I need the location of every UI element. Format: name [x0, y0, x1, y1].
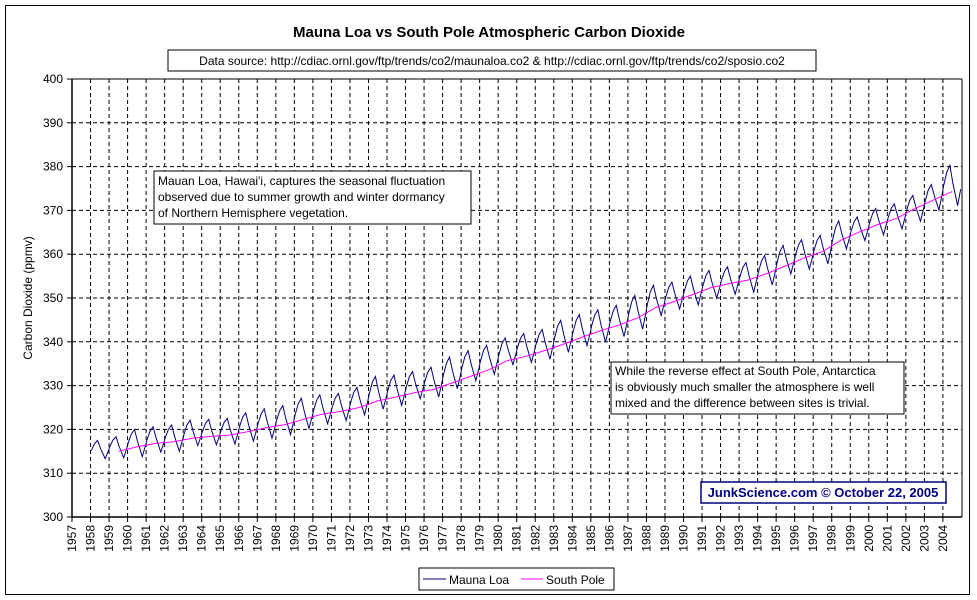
y-tick-label: 390 [43, 116, 63, 130]
x-tick-label: 1975 [399, 525, 413, 552]
annotation-south-pole-line-3: mixed and the difference between sites i… [615, 396, 870, 410]
x-tick-label: 1968 [269, 525, 283, 552]
x-tick-label: 1973 [361, 525, 375, 552]
x-tick-labels: 1957 1958 1959 1960 1961 1962 1963 1964 1965 1966… [65, 525, 950, 552]
series-line-mauna-loa [90, 163, 962, 460]
x-tick-label: 1958 [84, 525, 98, 552]
x-tick-label: 1957 [65, 525, 79, 552]
x-tick-label: 1969 [287, 525, 301, 552]
y-tick-label: 380 [43, 160, 63, 174]
annotation-south-pole: While the reverse effect at South Pole, … [610, 361, 905, 415]
x-tick-label: 1980 [491, 525, 505, 552]
x-tick-label: 1984 [565, 525, 579, 552]
y-tick-label: 400 [43, 72, 63, 86]
annotation-south-pole-line-1: While the reverse effect at South Pole, … [615, 364, 876, 378]
x-tick-label: 1965 [213, 525, 227, 552]
svg-text:Mauan Loa, Hawai'i, captures t: Mauan Loa, Hawai'i, captures the seasona… [158, 174, 448, 220]
chart-title: Mauna Loa vs South Pole Atmospheric Carb… [293, 24, 685, 41]
credit-box: JunkScience.com © October 22, 2005 [700, 481, 947, 504]
x-tick-label: 1994 [751, 525, 765, 552]
x-tick-label: 1982 [528, 525, 542, 552]
x-tick-label: 1966 [232, 525, 246, 552]
y-tick-label: 330 [43, 379, 63, 393]
x-tick-label: 1981 [510, 525, 524, 552]
y-tick-label: 310 [43, 466, 63, 480]
x-tick-label: 1993 [732, 525, 746, 552]
axes [67, 78, 963, 522]
x-tick-label: 1963 [176, 525, 190, 552]
x-tick-label: 1960 [121, 525, 135, 552]
y-tick-label: 350 [43, 291, 63, 305]
x-tick-label: 1959 [102, 525, 116, 552]
chart-frame [5, 5, 970, 595]
x-tick-label: 1961 [139, 525, 153, 552]
x-tick-label: 1970 [306, 525, 320, 552]
x-tick-label: 1987 [621, 525, 635, 552]
source-note: Data source: http://cdiac.ornl.gov/ftp/t… [199, 54, 785, 68]
x-tick-label: 1990 [676, 525, 690, 552]
x-tick-label: 1991 [695, 525, 709, 552]
legend-label-mauna-loa: Mauna Loa [449, 573, 509, 587]
annotation-mauna-loa: Mauan Loa, Hawai'i, captures the seasona… [153, 170, 472, 225]
credit-text: JunkScience.com © October 22, 2005 [708, 485, 939, 500]
x-tick-label: 1971 [324, 525, 338, 552]
x-tick-label: 1989 [658, 525, 672, 552]
x-tick-label: 1988 [639, 525, 653, 552]
x-tick-label: 1972 [343, 525, 357, 552]
x-tick-label: 2002 [899, 525, 913, 552]
grid-lines [72, 79, 962, 517]
series-line-south-pole [118, 191, 953, 452]
x-tick-label: 1978 [454, 525, 468, 552]
legend: Mauna Loa South Pole [418, 567, 615, 591]
source-note-box: Data source: http://cdiac.ornl.gov/ftp/t… [167, 49, 817, 72]
x-tick-label: 1976 [417, 525, 431, 552]
y-tick-label: 370 [43, 203, 63, 217]
x-tick-label: 1996 [788, 525, 802, 552]
annotation-mauna-loa-line-1: Mauan Loa, Hawai'i, captures the seasona… [158, 174, 445, 188]
x-tick-label: 2004 [936, 525, 950, 552]
x-tick-label: 1967 [250, 525, 264, 552]
x-tick-label: 1983 [547, 525, 561, 552]
svg-text:While the reverse effect at So: While the reverse effect at South Pole, … [615, 364, 879, 410]
x-tick-label: 1985 [584, 525, 598, 552]
x-tick-label: 1995 [769, 525, 783, 552]
x-tick-label: 1964 [195, 525, 209, 552]
x-tick-label: 1979 [473, 525, 487, 552]
x-tick-label: 2000 [862, 525, 876, 552]
x-tick-label: 1986 [602, 525, 616, 552]
y-axis-label: Carbon Dioxide (ppmv) [21, 236, 35, 359]
y-tick-label: 300 [43, 510, 63, 524]
x-tick-label: 1998 [825, 525, 839, 552]
x-tick-label: 1977 [436, 525, 450, 552]
series-lines [90, 163, 962, 460]
annotation-south-pole-line-2: is obviously much smaller the atmosphere… [615, 380, 874, 394]
y-tick-label: 320 [43, 422, 63, 436]
x-tick-label: 1999 [843, 525, 857, 552]
annotation-mauna-loa-line-3: of Northern Hemisphere vegetation. [158, 206, 348, 220]
x-tick-label: 1962 [158, 525, 172, 552]
x-tick-label: 1974 [380, 525, 394, 552]
annotation-mauna-loa-line-2: observed due to summer growth and winter… [158, 190, 445, 204]
y-tick-labels: 300 310 320 330 340 350 360 370 380 390 400 [43, 72, 63, 524]
legend-label-south-pole: South Pole [546, 573, 605, 587]
x-tick-label: 1992 [714, 525, 728, 552]
x-tick-label: 2001 [880, 525, 894, 552]
x-tick-label: 1997 [806, 525, 820, 552]
x-tick-label: 2003 [917, 525, 931, 552]
y-tick-label: 340 [43, 335, 63, 349]
y-tick-label: 360 [43, 247, 63, 261]
